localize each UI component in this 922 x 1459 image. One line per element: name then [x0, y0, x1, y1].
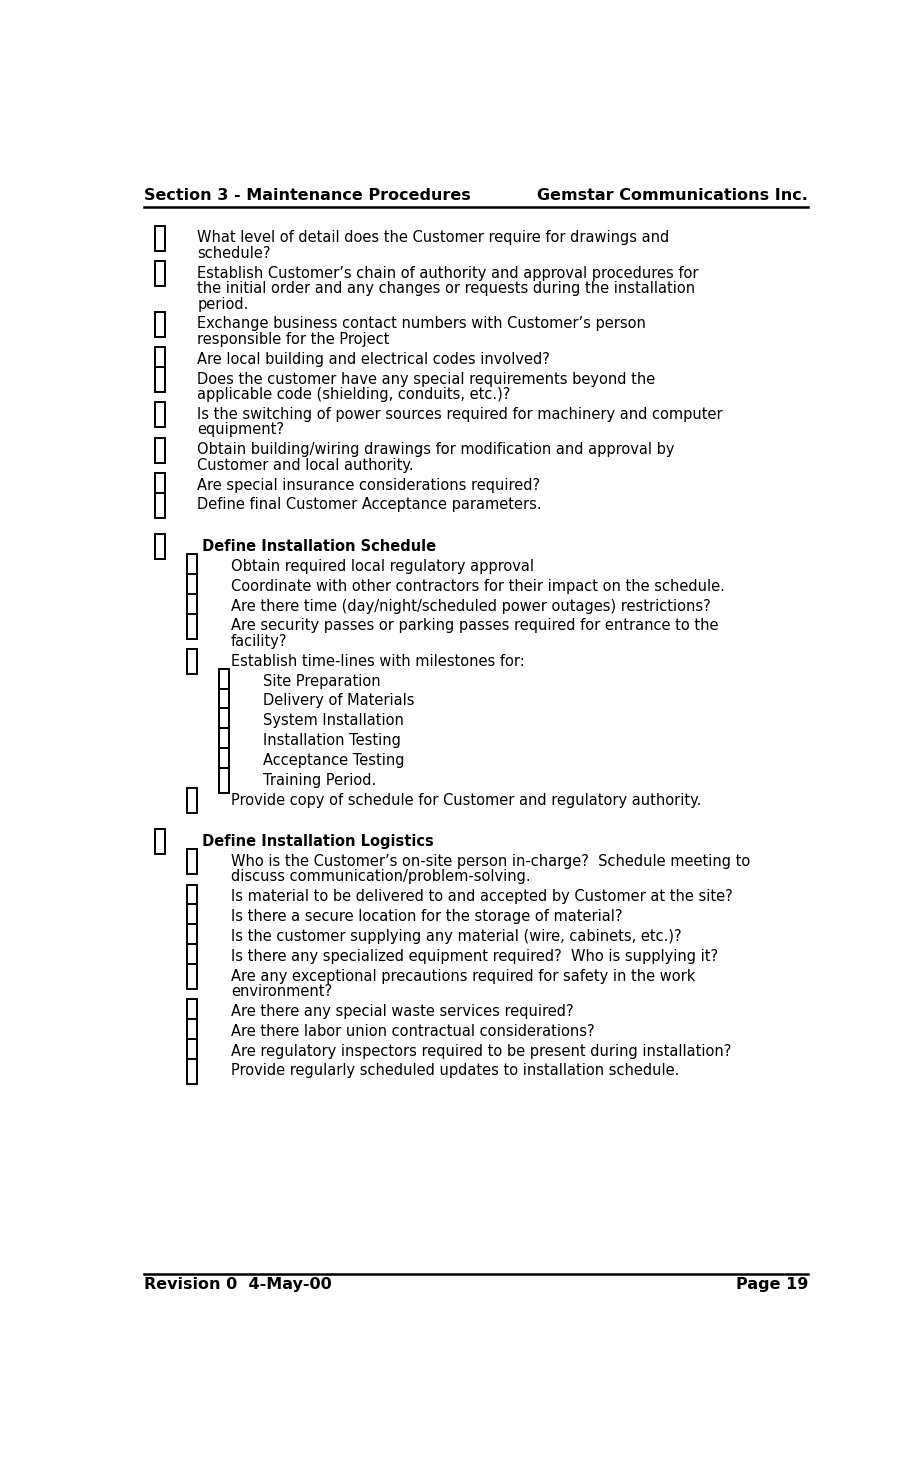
Text: Are any exceptional precautions required for safety in the work: Are any exceptional precautions required… [231, 969, 695, 983]
Text: Are local building and electrical codes involved?: Are local building and electrical codes … [197, 352, 550, 366]
Text: Establish time-lines with milestones for:: Establish time-lines with milestones for… [231, 654, 525, 668]
Bar [186, 999, 196, 1024]
Bar [219, 767, 229, 792]
Text: System Installation: System Installation [263, 713, 404, 728]
Bar [155, 829, 164, 855]
Text: schedule?: schedule? [197, 245, 271, 261]
Bar [155, 312, 164, 337]
Bar [219, 689, 229, 713]
Text: Does the customer have any special requirements beyond the: Does the customer have any special requi… [197, 372, 656, 387]
Text: responsible for the Project: responsible for the Project [197, 333, 390, 347]
Text: Are there labor union contractual considerations?: Are there labor union contractual consid… [231, 1024, 595, 1039]
Text: the initial order and any changes or requests during the installation: the initial order and any changes or req… [197, 282, 695, 296]
Text: facility?: facility? [231, 633, 288, 649]
Text: Are regulatory inspectors required to be present during installation?: Are regulatory inspectors required to be… [231, 1043, 731, 1059]
Text: Is the customer supplying any material (wire, cabinets, etc.)?: Is the customer supplying any material (… [231, 929, 681, 944]
Text: period.: period. [197, 296, 249, 312]
Text: Are security passes or parking passes required for entrance to the: Are security passes or parking passes re… [231, 619, 718, 633]
Text: Who is the Customer’s on-site person in-charge?  Schedule meeting to: Who is the Customer’s on-site person in-… [231, 854, 751, 870]
Text: Provide copy of schedule for Customer and regulatory authority.: Provide copy of schedule for Customer an… [231, 792, 702, 807]
Bar [186, 1059, 196, 1084]
Bar [186, 649, 196, 674]
Bar [186, 1039, 196, 1064]
Bar [155, 403, 164, 427]
Text: Is the switching of power sources required for machinery and computer: Is the switching of power sources requir… [197, 407, 723, 422]
Bar [186, 614, 196, 639]
Bar [186, 849, 196, 874]
Text: Define Installation Schedule: Define Installation Schedule [197, 538, 436, 554]
Bar [155, 438, 164, 463]
Text: equipment?: equipment? [197, 423, 284, 438]
Bar [186, 788, 196, 813]
Text: Gemstar Communications Inc.: Gemstar Communications Inc. [538, 188, 809, 203]
Bar [155, 534, 164, 559]
Bar [219, 728, 229, 753]
Text: Site Preparation: Site Preparation [263, 674, 381, 689]
Bar [155, 261, 164, 286]
Text: Define final Customer Acceptance parameters.: Define final Customer Acceptance paramet… [197, 498, 542, 512]
Text: environment?: environment? [231, 983, 332, 999]
Text: Define Installation Logistics: Define Installation Logistics [197, 835, 434, 849]
Text: Customer and local authority.: Customer and local authority. [197, 458, 414, 473]
Text: Provide regularly scheduled updates to installation schedule.: Provide regularly scheduled updates to i… [231, 1064, 680, 1078]
Text: Are there time (day/night/scheduled power outages) restrictions?: Are there time (day/night/scheduled powe… [231, 598, 711, 614]
Bar [155, 226, 164, 251]
Text: What level of detail does the Customer require for drawings and: What level of detail does the Customer r… [197, 231, 669, 245]
Bar [186, 1018, 196, 1045]
Text: Establish Customer’s chain of authority and approval procedures for: Establish Customer’s chain of authority … [197, 266, 699, 280]
Text: Is there any specialized equipment required?  Who is supplying it?: Is there any specialized equipment requi… [231, 948, 718, 964]
Text: Obtain required local regulatory approval: Obtain required local regulatory approva… [231, 559, 534, 573]
Bar [186, 573, 196, 598]
Text: Installation Testing: Installation Testing [263, 732, 401, 748]
Bar [186, 905, 196, 929]
Text: Page 19: Page 19 [736, 1277, 809, 1293]
Text: Are there any special waste services required?: Are there any special waste services req… [231, 1004, 573, 1018]
Text: Coordinate with other contractors for their impact on the schedule.: Coordinate with other contractors for th… [231, 579, 725, 594]
Text: Revision 0  4-May-00: Revision 0 4-May-00 [144, 1277, 332, 1293]
Bar [219, 668, 229, 693]
Text: Exchange business contact numbers with Customer’s person: Exchange business contact numbers with C… [197, 317, 646, 331]
Bar [155, 493, 164, 518]
Text: Section 3 - Maintenance Procedures: Section 3 - Maintenance Procedures [144, 188, 470, 203]
Bar [186, 884, 196, 909]
Bar [155, 473, 164, 498]
Bar [186, 554, 196, 579]
Bar [219, 709, 229, 734]
Text: Delivery of Materials: Delivery of Materials [263, 693, 415, 709]
Bar [186, 964, 196, 989]
Text: Acceptance Testing: Acceptance Testing [263, 753, 405, 767]
Text: Are special insurance considerations required?: Are special insurance considerations req… [197, 477, 540, 493]
Bar [186, 944, 196, 969]
Bar [186, 924, 196, 950]
Text: Is material to be delivered to and accepted by Customer at the site?: Is material to be delivered to and accep… [231, 889, 733, 905]
Bar [186, 594, 196, 619]
Text: Obtain building/wiring drawings for modification and approval by: Obtain building/wiring drawings for modi… [197, 442, 675, 457]
Bar [155, 347, 164, 372]
Bar [155, 368, 164, 392]
Text: Training Period.: Training Period. [263, 773, 376, 788]
Bar [219, 748, 229, 773]
Text: applicable code (shielding, conduits, etc.)?: applicable code (shielding, conduits, et… [197, 387, 511, 403]
Text: Is there a secure location for the storage of material?: Is there a secure location for the stora… [231, 909, 622, 924]
Text: discuss communication/problem-solving.: discuss communication/problem-solving. [231, 870, 531, 884]
